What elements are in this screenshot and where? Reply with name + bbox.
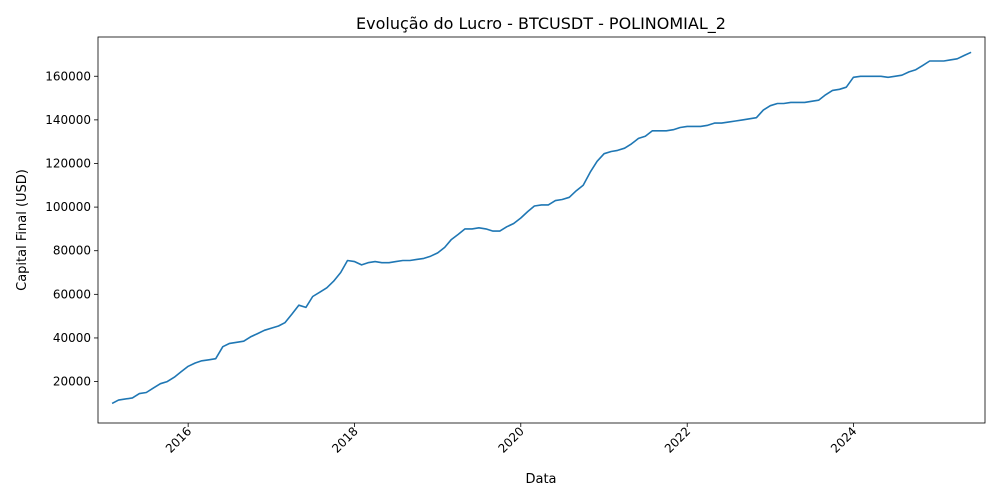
y-tick-label: 40000 bbox=[53, 331, 91, 345]
y-tick-label: 100000 bbox=[45, 200, 91, 214]
chart-title: Evolução do Lucro - BTCUSDT - POLINOMIAL… bbox=[356, 14, 726, 34]
y-tick-label: 120000 bbox=[45, 156, 91, 170]
plot-frame bbox=[97, 36, 986, 424]
y-tick-label: 80000 bbox=[53, 244, 91, 258]
y-tick-label: 160000 bbox=[45, 69, 91, 83]
y-tick-label: 60000 bbox=[53, 287, 91, 301]
y-axis-label: Capital Final (USD) bbox=[15, 169, 30, 291]
y-tick-label: 140000 bbox=[45, 113, 91, 127]
x-axis-label: Data bbox=[525, 472, 556, 487]
y-tick-label: 20000 bbox=[53, 375, 91, 389]
series-line bbox=[111, 51, 972, 405]
